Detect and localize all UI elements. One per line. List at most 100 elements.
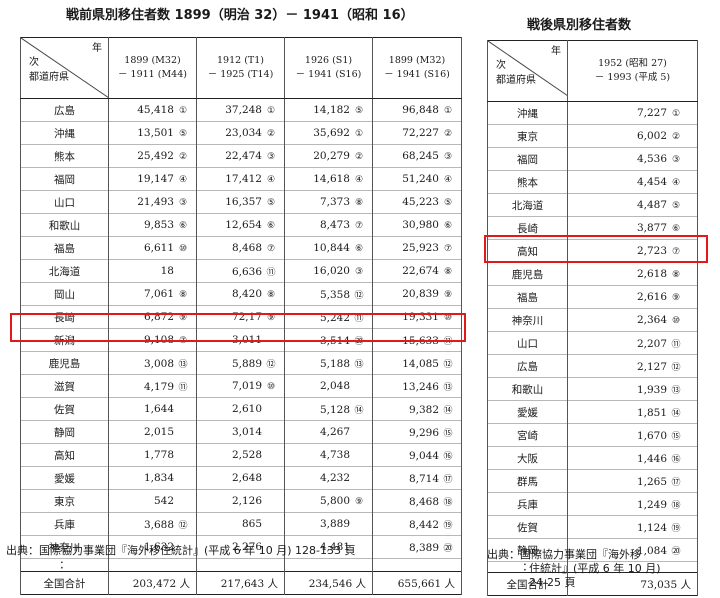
migrant-count-cell: 542 <box>108 489 197 513</box>
migrant-count-cell: 30,980 ⑥ <box>372 213 462 237</box>
prewar-table-row: 福島 6,611 ⑩ 8,468 ⑦ 10,844 ⑥ 25,923 ⑦ <box>20 236 462 260</box>
migrant-count: 2,610 <box>231 403 262 415</box>
postwar-table-row: 群馬 1,265 ⑰ <box>487 469 698 493</box>
prefecture-name: 愛媛 <box>487 400 568 424</box>
migrant-count-cell: 21,493 ③ <box>108 190 197 214</box>
migrant-count: 1,834 <box>143 472 174 484</box>
migrant-count: 9,853 <box>143 219 174 231</box>
prefecture-name: 広島 <box>487 354 568 378</box>
rank-badge: ⑥ <box>266 221 276 231</box>
prefecture-name: 佐賀 <box>20 397 109 421</box>
migrant-count-cell: 1,670 ⑮ <box>567 423 698 447</box>
rank-badge: ⑨ <box>178 313 188 323</box>
migrant-count-cell: 9,296 ⑮ <box>372 420 462 444</box>
migrant-count-cell: 4,232 <box>284 466 373 490</box>
migrant-count: 17,412 <box>225 173 262 185</box>
migrant-count-cell: 4,536 ③ <box>567 147 698 171</box>
migrant-count: 9,044 <box>408 449 439 462</box>
migrant-count-cell: 1,939 ⑬ <box>567 377 698 401</box>
migrant-count-cell: 5,358 ⑫ <box>284 282 373 306</box>
postwar-table-row: 愛媛 1,851 ⑭ <box>487 400 698 424</box>
rank-badge: ② <box>266 129 276 139</box>
rank-badge: ⑧ <box>443 267 453 277</box>
migrant-count-cell: 2,364 ⑩ <box>567 308 698 332</box>
migrant-count-cell: 1,265 ⑰ <box>567 469 698 493</box>
migrant-count-cell: 10,844 ⑥ <box>284 236 373 260</box>
postwar-table-row: 山口 2,207 ⑪ <box>487 331 698 355</box>
migrant-count-cell: 7,373 ⑧ <box>284 190 373 214</box>
migrant-count-cell: 8,714 ⑰ <box>372 466 462 490</box>
migrant-count: 14,618 <box>313 173 350 185</box>
migrant-count: 6,636 <box>231 265 262 278</box>
migrant-count-cell: 5,128 ⑭ <box>284 397 373 421</box>
migrant-count: 4,738 <box>319 449 350 461</box>
migrant-count: 45,223 <box>402 196 439 208</box>
migrant-count-cell: 18 <box>108 259 197 283</box>
migrant-count-cell: 3,688 ⑫ <box>108 512 197 536</box>
postwar-table-row: 東京 6,002 ② <box>487 124 698 148</box>
migrant-count-cell: 9,853 ⑥ <box>108 213 197 237</box>
prewar-table-row: 山口 21,493 ③ 16,357 ⑤ 7,373 ⑧ 45,223 ⑤ <box>20 190 462 214</box>
rank-badge: ⑥ <box>671 224 681 234</box>
prefecture-name: 広島 <box>20 98 109 122</box>
migrant-count-cell: 4,179 ⑪ <box>108 374 197 398</box>
prewar-table-title: 戦前県別移住者数 1899（明治 32）－ 1941（昭和 16） <box>66 8 414 23</box>
migrant-count: 45,418 <box>137 104 174 116</box>
migrant-count-cell: 1,446 ⑯ <box>567 446 698 470</box>
rank-badge: ② <box>671 132 681 142</box>
migrant-count: 3,889 <box>319 518 350 530</box>
corner-ji-label: 次 <box>496 60 506 71</box>
prewar-period-header: 1926 (S1) － 1941 (S16) <box>284 37 373 99</box>
prewar-table-row: 岡山 7,061 ⑧ 8,420 ⑧ 5,358 ⑫ 20,839 ⑨ <box>20 282 462 306</box>
postwar-period-header: 1952 (昭和 27) － 1993 (平成 5) <box>567 40 698 102</box>
migrant-count: 8,389 <box>408 541 439 554</box>
migrant-count: 5,889 <box>231 357 262 370</box>
migrant-count: 21,493 <box>137 196 174 208</box>
corner-pref-label: 都道府県 <box>29 72 69 83</box>
migrant-count: 1,265 <box>636 475 667 488</box>
migrant-count: 37,248 <box>225 104 262 116</box>
prewar-corner-cell: 年 次 都道府県 <box>20 37 109 99</box>
migrant-count: 19,147 <box>137 173 174 185</box>
rank-badge: ⑳ <box>443 543 453 554</box>
migrant-count-cell: 15,633 ⑪ <box>372 328 462 352</box>
postwar-table-row: 福島 2,616 ⑨ <box>487 285 698 309</box>
rank-badge: ⑫ <box>178 520 188 531</box>
migrant-count: 1,632 <box>143 541 174 553</box>
migrant-count-cell: 9,044 ⑯ <box>372 443 462 467</box>
migrant-count: 5,358 <box>319 288 350 301</box>
rank-badge: ⑥ <box>178 221 188 231</box>
migrant-count-cell: 45,418 ① <box>108 98 197 122</box>
rank-badge: ⑥ <box>443 221 453 231</box>
postwar-table-row: 沖縄 7,227 ① <box>487 101 698 125</box>
total-value: 203,472 人 <box>108 571 197 595</box>
source-line-2: 住統計』(平成 6 年 10 月) <box>529 562 661 575</box>
migrant-count: 7,373 <box>319 196 350 208</box>
migrant-count: 2,015 <box>143 426 174 438</box>
total-label: 全国合計 <box>20 571 109 595</box>
migrant-count: 7,061 <box>143 288 174 300</box>
migrant-count: 8,420 <box>231 288 262 300</box>
rank-badge: ⑪ <box>354 313 364 324</box>
migrant-count-cell: 14,182 ⑤ <box>284 98 373 122</box>
prefecture-name: 北海道 <box>20 259 109 283</box>
prefecture-name: 高知 <box>20 443 109 467</box>
migrant-count: 3,014 <box>231 426 262 438</box>
migrant-count: 2,648 <box>231 472 262 484</box>
migrant-count-cell: 1,124 ⑲ <box>567 515 698 539</box>
migrant-count: 4,536 <box>636 153 667 165</box>
rank-badge: ⑰ <box>443 474 453 485</box>
migrant-count-cell: 2,616 ⑨ <box>567 285 698 309</box>
total-value: 234,546 人 <box>284 571 373 595</box>
prefecture-name: 和歌山 <box>487 377 568 401</box>
migrant-count-cell: 16,357 ⑤ <box>196 190 285 214</box>
total-label: 全国合計 <box>487 572 568 596</box>
migrant-count: 6,002 <box>636 130 667 142</box>
prewar-table-row: 高知 1,778 2,528 4,738 9,044 ⑯ <box>20 443 462 467</box>
rank-badge: ① <box>266 106 276 116</box>
migrant-count: 13,246 <box>402 380 439 393</box>
migrant-count: 4,267 <box>319 426 350 438</box>
prefecture-name: 神奈川 <box>487 308 568 332</box>
migrant-count: 51,240 <box>402 173 439 185</box>
migrant-count-cell: 3,889 <box>284 512 373 536</box>
